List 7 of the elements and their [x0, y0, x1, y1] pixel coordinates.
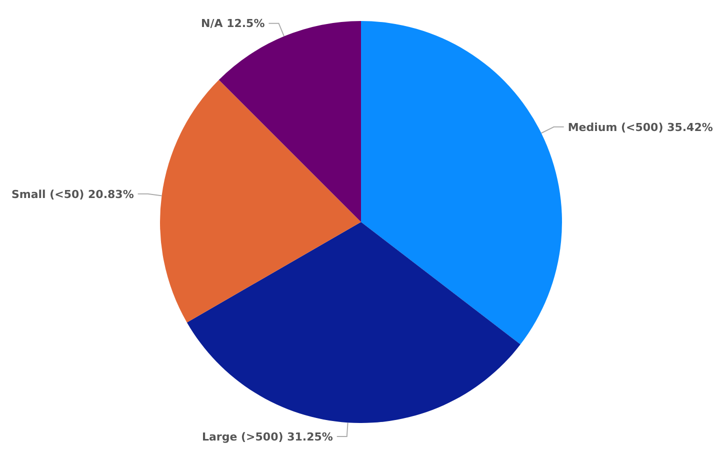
slice-label: Small (<50) 20.83%: [11, 188, 134, 201]
pie-slice: [160, 80, 361, 322]
slice-label: N/A 12.5%: [200, 17, 265, 30]
slice-label: Large (>500) 31.25%: [202, 430, 333, 444]
slice-label: Medium (<500) 35.42%: [568, 120, 713, 134]
pie-slice: [361, 21, 562, 344]
pie-slice: [186, 222, 520, 423]
